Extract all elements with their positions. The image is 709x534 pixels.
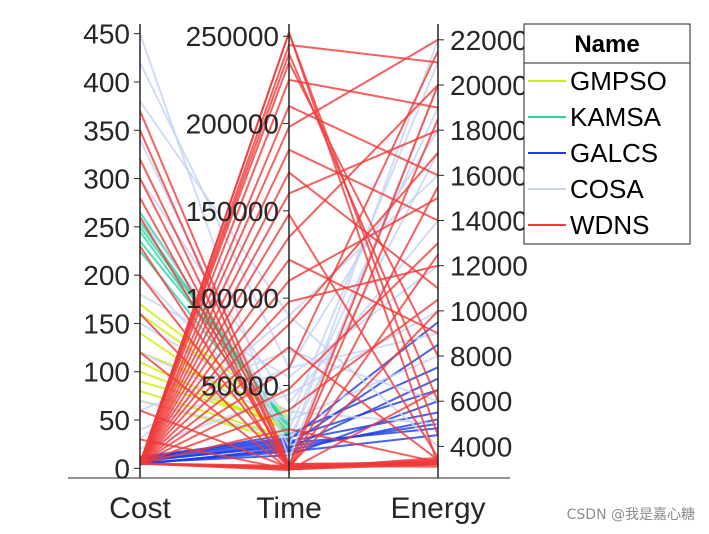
- tick-label-time: 50000: [201, 370, 279, 401]
- tick-label-time: 150000: [186, 196, 279, 227]
- tick-label-cost: 200: [83, 260, 130, 291]
- tick-label-energy: 16000: [450, 160, 528, 191]
- axes: 0 50 100 150 200 250 300 350 400 450 Cost 50000 1000…: [68, 19, 528, 525]
- tick-label-time: 100000: [186, 283, 279, 314]
- axis-label-energy: Energy: [390, 492, 485, 525]
- tick-label-energy: 18000: [450, 115, 528, 146]
- tick-label-cost: 100: [83, 357, 130, 388]
- legend-label-galcs: GALCS: [570, 138, 658, 168]
- tick-label-time: 200000: [186, 109, 279, 140]
- legend-box: [523, 23, 691, 245]
- legend: Name GMPSO KAMSA GALCS COSA WDNS: [523, 23, 691, 245]
- legend-label-kamsa: KAMSA: [570, 102, 662, 132]
- tick-label-cost: 250: [83, 212, 130, 243]
- legend-label-gmpso: GMPSO: [570, 66, 667, 96]
- legend-label-wdns: WDNS: [570, 210, 649, 240]
- tick-label-cost: 50: [99, 405, 130, 436]
- axis-label-cost: Cost: [109, 492, 171, 525]
- tick-label-energy: 20000: [450, 70, 528, 101]
- tick-label-energy: 10000: [450, 296, 528, 327]
- tick-label-energy: 14000: [450, 206, 528, 237]
- legend-title: Name: [574, 31, 639, 58]
- tick-label-energy: 22000: [450, 25, 528, 56]
- tick-label-cost: 0: [114, 453, 130, 484]
- tick-label-cost: 300: [83, 164, 130, 195]
- legend-label-cosa: COSA: [570, 174, 644, 204]
- watermark: CSDN @我是嘉心糖: [566, 507, 695, 523]
- tick-label-cost: 400: [83, 67, 130, 98]
- tick-label-cost: 450: [83, 19, 130, 50]
- tick-label-energy: 4000: [450, 431, 512, 462]
- tick-label-energy: 8000: [450, 341, 512, 372]
- tick-label-cost: 350: [83, 115, 130, 146]
- tick-label-energy: 12000: [450, 251, 528, 282]
- axis-label-time: Time: [256, 492, 322, 525]
- tick-label-energy: 6000: [450, 386, 512, 417]
- tick-label-cost: 150: [83, 308, 130, 339]
- tick-label-time: 250000: [186, 21, 279, 52]
